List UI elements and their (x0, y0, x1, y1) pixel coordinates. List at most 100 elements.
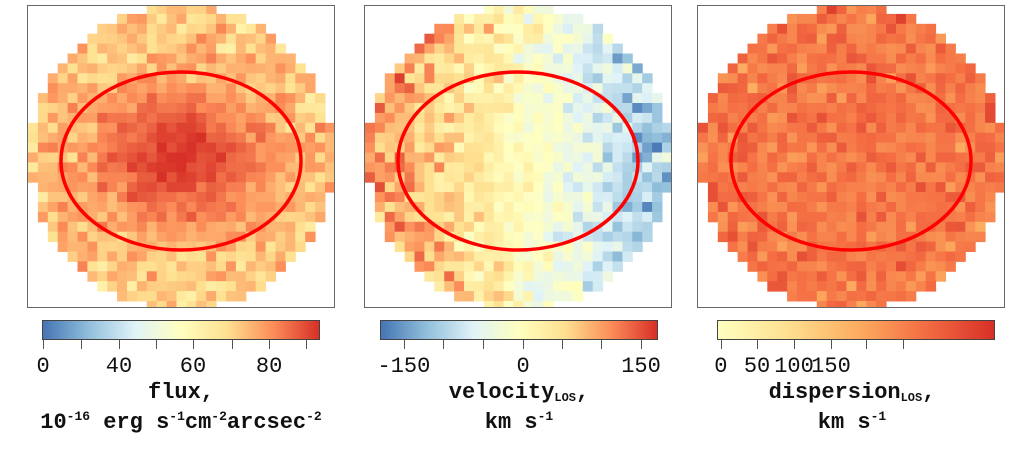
heatmap-cell (374, 202, 386, 213)
heatmap-cell (523, 73, 534, 84)
heatmap-cell (826, 162, 838, 173)
heatmap-cell (533, 291, 544, 302)
heatmap-cell (493, 221, 505, 233)
heatmap-cell (612, 122, 623, 134)
heatmap-cell (717, 132, 729, 144)
heatmap-cell (305, 172, 316, 183)
heatmap-cell (975, 83, 986, 94)
heatmap-cell (513, 182, 524, 193)
heatmap-cell (797, 33, 808, 45)
heatmap-cell (414, 122, 425, 134)
heatmap-cell (985, 103, 996, 114)
heatmap-cell (216, 13, 227, 25)
heatmap-cell (57, 231, 69, 243)
heatmap-cell (216, 112, 227, 124)
u: -2 (211, 409, 227, 424)
heatmap-cell (622, 142, 633, 153)
heatmap-cell (767, 271, 778, 282)
heatmap-cell (905, 33, 917, 45)
heatmap-cell (285, 241, 296, 252)
heatmap-cell (876, 261, 887, 272)
heatmap-cell (866, 271, 877, 282)
heatmap-cell (483, 172, 495, 183)
heatmap-cell (836, 33, 847, 45)
heatmap-cell (166, 13, 177, 25)
u: -16 (66, 409, 91, 424)
heatmap-cell (196, 281, 207, 292)
heatmap-cell (945, 211, 956, 223)
heatmap-cell (97, 211, 108, 223)
heatmap-cell (572, 211, 584, 223)
heatmap-cell (767, 231, 778, 243)
heatmap-cell (612, 93, 623, 104)
heatmap-cell (563, 83, 574, 94)
heatmap-cell (325, 172, 334, 183)
heatmap-cell (216, 162, 227, 173)
heatmap-cell (602, 122, 613, 134)
heatmap-cell (662, 122, 671, 134)
heatmap-cell (915, 112, 927, 124)
heatmap-cell (747, 221, 758, 233)
heatmap-cell (186, 43, 197, 54)
heatmap-cell (414, 53, 425, 64)
heatmap-cell (404, 93, 415, 104)
heatmap-cell (216, 211, 227, 223)
heatmap-cell (245, 251, 257, 262)
heatmap-cell (777, 172, 788, 183)
heatmap-cell (905, 122, 917, 134)
heatmap-cell (717, 103, 729, 114)
heatmap-cell (444, 261, 455, 272)
heatmap-cell (945, 221, 956, 233)
heatmap-cell (698, 142, 709, 153)
heatmap-cell (275, 122, 286, 134)
heatmap-cell (652, 172, 663, 183)
heatmap-cell (866, 301, 877, 307)
heatmap-cell (896, 172, 907, 183)
heatmap-cell (235, 281, 247, 292)
heatmap-cell (543, 172, 554, 183)
heatmap-cell (533, 271, 544, 282)
heatmap-cell (652, 132, 663, 144)
heatmap-cell (876, 211, 887, 223)
heatmap-cell (235, 261, 247, 272)
heatmap-cell (572, 192, 584, 203)
heatmap-cell (533, 162, 544, 173)
heatmap-cell (846, 43, 857, 54)
heatmap-cell (87, 53, 98, 64)
heatmap-cell (777, 221, 788, 233)
heatmap-cell (454, 241, 465, 252)
heatmap-cell (87, 251, 98, 262)
heatmap-cell (925, 281, 937, 292)
heatmap-cell (945, 53, 956, 64)
heatmap-cell (473, 23, 485, 35)
heatmap-cell (856, 23, 867, 35)
heatmap-cell (77, 73, 88, 84)
heatmap-cell (235, 152, 247, 163)
heatmap-cell (57, 132, 69, 144)
heatmap-cell (612, 192, 623, 203)
heatmap-cell (216, 23, 227, 35)
heatmap-cell (156, 142, 168, 153)
heatmap-cell (473, 291, 485, 302)
heatmap-cell (886, 192, 897, 203)
heatmap-cell (612, 182, 623, 193)
heatmap-cell (136, 231, 148, 243)
heatmap-cell (826, 13, 838, 25)
heatmap-cell (563, 211, 574, 223)
heatmap-cell (767, 53, 778, 64)
heatmap-cell (985, 142, 996, 153)
heatmap-cell (206, 182, 217, 193)
heatmap-cell (612, 142, 623, 153)
heatmap-cell (985, 112, 996, 124)
heatmap-cell (275, 103, 286, 114)
heatmap-cell (394, 192, 406, 203)
heatmap-cell (255, 43, 267, 54)
heatmap-cell (866, 73, 877, 84)
heatmap-cell (777, 23, 788, 35)
heatmap-cell (28, 152, 39, 163)
heatmap-cell (196, 112, 207, 124)
heatmap-cell (235, 192, 247, 203)
heatmap-cell (717, 192, 729, 203)
heatmap-cell (186, 271, 197, 282)
heatmap-cell (176, 13, 187, 25)
